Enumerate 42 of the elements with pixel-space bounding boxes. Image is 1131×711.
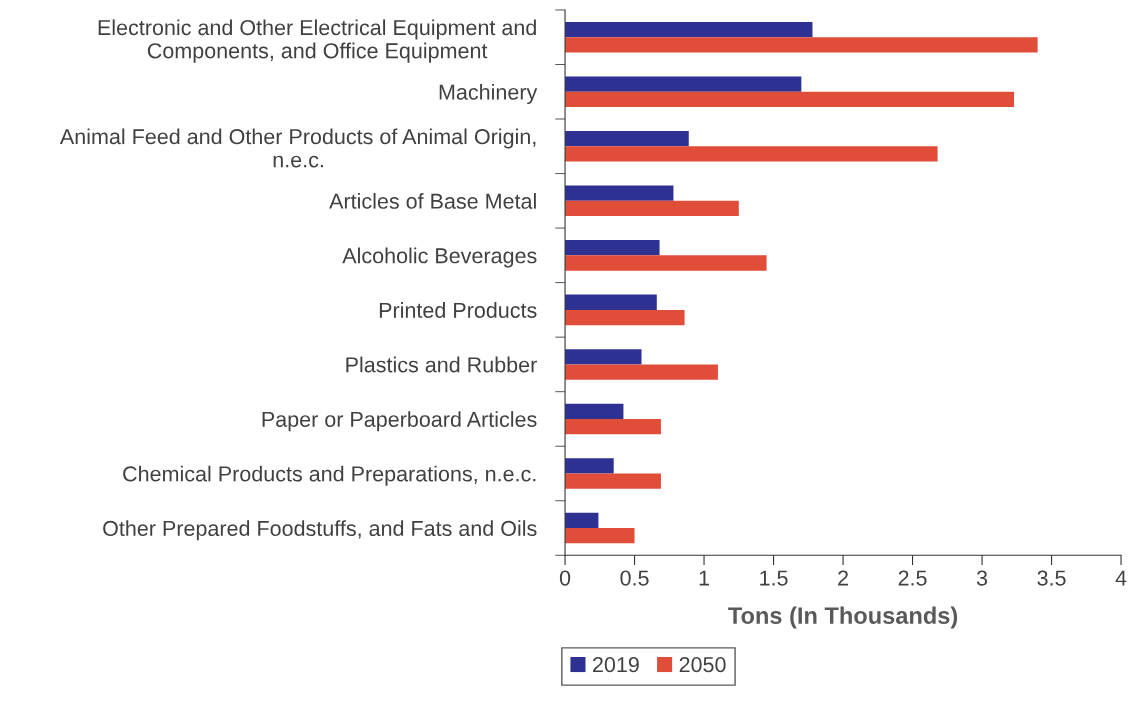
bar xyxy=(565,146,938,162)
x-tick-label: 4 xyxy=(1115,570,1127,586)
y-tick-label: Plastics and Rubber xyxy=(346,356,537,373)
y-tick-label: Printed Products xyxy=(379,302,537,318)
bar xyxy=(565,309,685,326)
bar xyxy=(565,349,642,365)
x-tick-label: 1.5 xyxy=(760,570,788,586)
bar xyxy=(565,473,661,489)
y-tick-label: Electronic and Other Electrical Equipment and Components, and Office Equipment xyxy=(98,19,536,63)
bar xyxy=(565,528,635,544)
x-tick-label: 3.5 xyxy=(1037,570,1066,586)
bar xyxy=(565,76,802,92)
bar xyxy=(565,418,661,435)
y-tick-label: Articles of Base Metal xyxy=(329,193,536,209)
bar xyxy=(565,294,657,310)
bar xyxy=(565,200,739,217)
x-tick-label: 2.5 xyxy=(898,570,927,586)
bar xyxy=(565,403,624,419)
legend-label: 2050 xyxy=(679,657,726,673)
x-tick-label: 3 xyxy=(976,570,988,586)
y-tick-label: Animal Feed and Other Products of Animal Origin, n.e.c. xyxy=(59,128,536,168)
bar xyxy=(565,255,767,271)
bar xyxy=(565,21,813,38)
bar xyxy=(565,458,614,474)
bar xyxy=(565,91,1015,108)
y-tick-label: Machinery xyxy=(439,83,538,105)
bar xyxy=(565,37,1038,53)
bar xyxy=(565,185,674,201)
bar xyxy=(565,512,599,529)
x-tick-label: 1 xyxy=(699,570,709,586)
bar xyxy=(565,240,660,256)
x-tick-label: 0.5 xyxy=(620,570,649,586)
bar xyxy=(565,131,689,147)
x-tick-label: 0 xyxy=(559,570,571,586)
y-tick-label: Alcoholic Beverages xyxy=(342,247,537,268)
y-tick-label: Chemical Products and Preparations, n.e.c. xyxy=(123,465,536,486)
bar xyxy=(565,364,718,380)
x-axis-title: Tons (In Thousands) xyxy=(728,606,958,629)
y-tick-label: Paper or Paperboard Articles xyxy=(262,411,537,432)
x-tick-label: 2 xyxy=(838,570,848,586)
legend-label: 2019 xyxy=(593,657,639,673)
y-tick-label: Other Prepared Foodstuffs, and Fats and Oils xyxy=(103,520,537,541)
